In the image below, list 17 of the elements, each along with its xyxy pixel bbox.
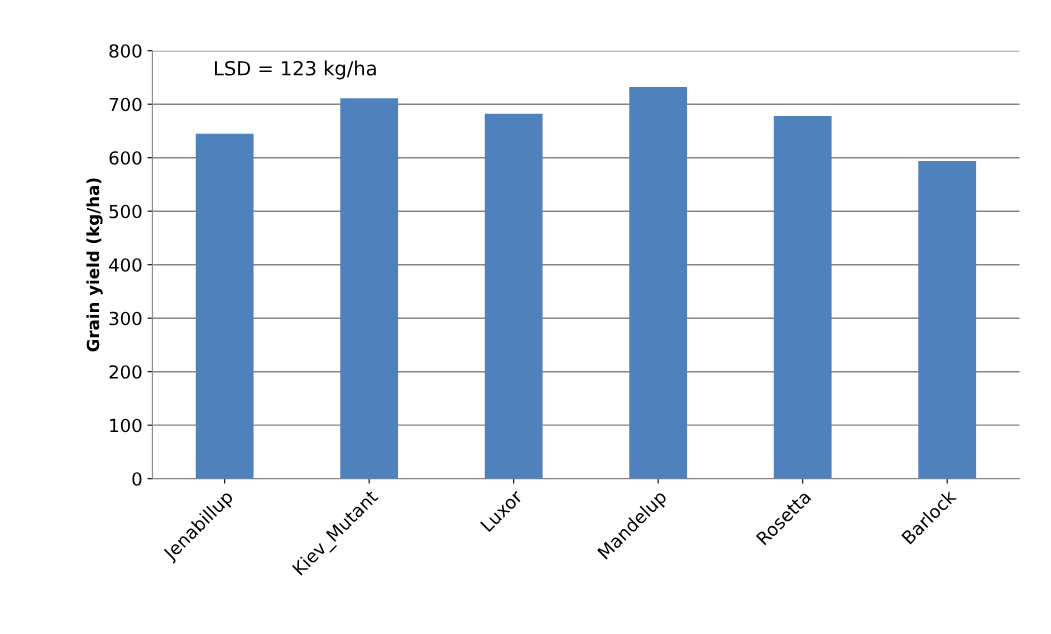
y-tick-label: 400 — [109, 258, 142, 272]
y-tick-label: 0 — [132, 472, 142, 486]
bar — [773, 115, 832, 479]
bar — [340, 98, 399, 479]
annotation: LSD = 123 kg/ha — [215, 60, 376, 80]
bar — [918, 160, 977, 479]
y-tick-label: 100 — [110, 418, 142, 433]
y-tick-label: 700 — [109, 97, 142, 112]
y-tick-label: 200 — [109, 365, 142, 379]
y-tick-label: 800 — [109, 44, 142, 58]
bar — [195, 133, 254, 479]
y-tick-label: 500 — [109, 204, 142, 219]
bar — [629, 87, 688, 479]
y-tick-label: 600 — [109, 151, 142, 165]
bar — [484, 113, 543, 479]
y-axis-title: Grain yield (kg/ha) — [86, 178, 103, 352]
y-tick-label: 300 — [109, 311, 142, 326]
